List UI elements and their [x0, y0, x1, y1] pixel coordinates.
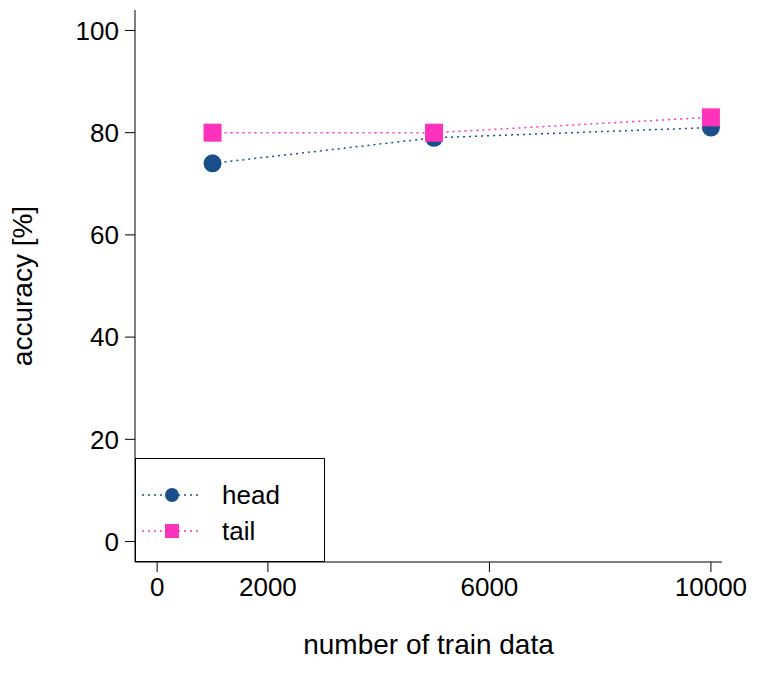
svg-text:2000: 2000 — [239, 572, 297, 602]
svg-text:20: 20 — [90, 425, 119, 455]
svg-text:0: 0 — [150, 572, 164, 602]
svg-text:accuracy [%]: accuracy [%] — [8, 206, 38, 366]
svg-text:0: 0 — [105, 527, 119, 557]
svg-text:6000: 6000 — [460, 572, 518, 602]
html-text:tail: tail — [222, 515, 256, 546]
svg-text:10000: 10000 — [675, 572, 747, 602]
svg-text:60: 60 — [90, 220, 119, 250]
svg-text:40: 40 — [90, 322, 119, 352]
svg-text:80: 80 — [90, 118, 119, 148]
html-text:head: head — [222, 479, 280, 510]
svg-text:100: 100 — [76, 16, 119, 46]
svg-text:number of train data: number of train data — [303, 629, 554, 660]
